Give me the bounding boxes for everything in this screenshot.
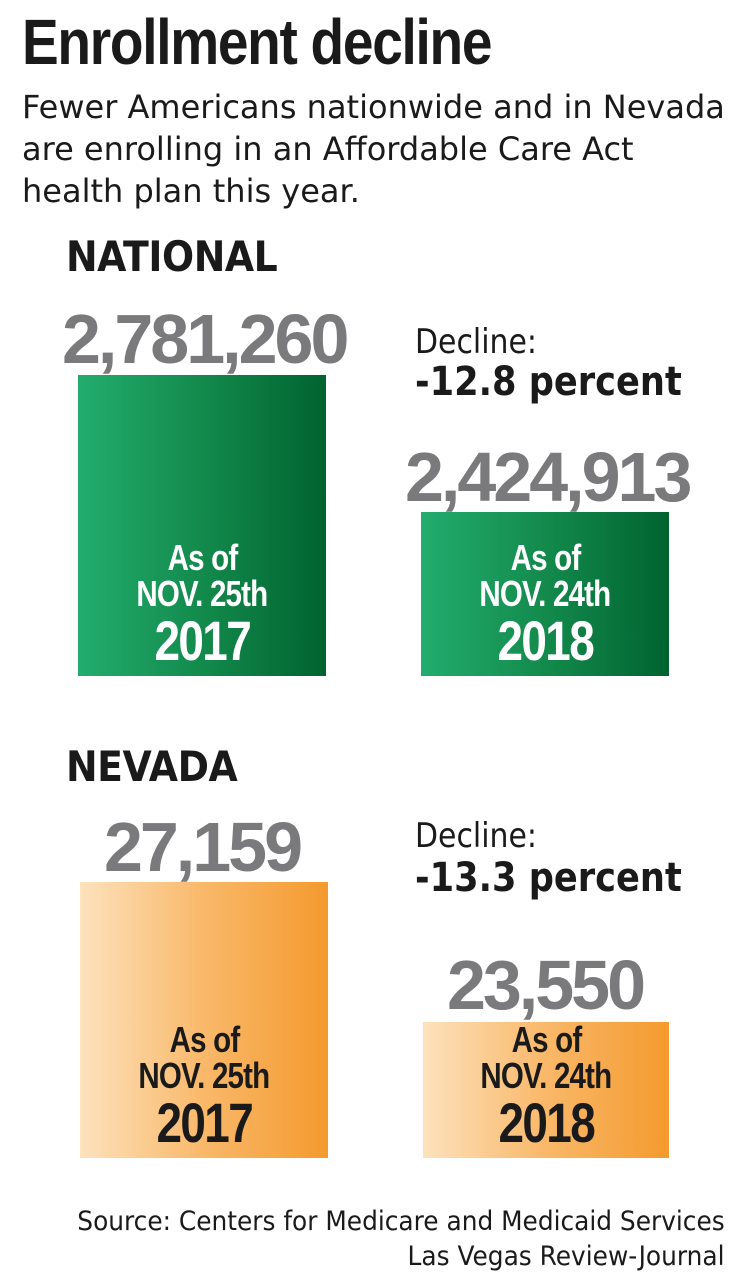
value-label-nevada-2018: 23,550 [446, 946, 646, 1024]
bar-year-label: 2018 [498, 1091, 595, 1154]
bar-date-label: NOV. 24th [479, 573, 612, 614]
bar-nevada-2017: As of NOV. 25th 2017 [80, 882, 328, 1158]
source-note: Source: Centers for Medicare and Medicai… [77, 1206, 725, 1237]
bar-year-label: 2017 [156, 1091, 253, 1154]
bar-asof-label: As of [169, 1019, 240, 1060]
value-label-national-2017: 2,781,260 [62, 300, 349, 378]
decline-value-nevada: -13.3 percent [415, 855, 682, 901]
bar-date-label: NOV. 25th [136, 573, 269, 614]
section-label-nevada: NEVADA [66, 742, 238, 791]
value-label-national-2018: 2,424,913 [405, 438, 692, 516]
value-label-nevada-2017: 27,159 [103, 808, 303, 886]
bar-date-label: NOV. 24th [480, 1055, 613, 1096]
chart-title: Enrollment decline [22, 6, 492, 78]
decline-label-national: Decline: [415, 322, 537, 362]
bar-nevada-2018: As of NOV. 24th 2018 [423, 1022, 669, 1158]
publisher-credit: Las Vegas Review-Journal [408, 1241, 725, 1272]
bar-national-2017: As of NOV. 25th 2017 [78, 375, 326, 676]
section-label-national: NATIONAL [66, 232, 278, 281]
decline-label-nevada: Decline: [415, 816, 537, 856]
bar-date-label: NOV. 25th [138, 1055, 271, 1096]
bar-year-label: 2017 [154, 609, 251, 672]
bar-asof-label: As of [167, 537, 238, 578]
bar-year-label: 2018 [497, 609, 594, 672]
chart-subtitle: Fewer Americans nationwide and in Nevada… [22, 88, 725, 210]
bar-asof-label: As of [511, 1019, 582, 1060]
bar-national-2018: As of NOV. 24th 2018 [421, 512, 669, 676]
decline-value-national: -12.8 percent [415, 359, 682, 405]
bar-asof-label: As of [510, 537, 581, 578]
